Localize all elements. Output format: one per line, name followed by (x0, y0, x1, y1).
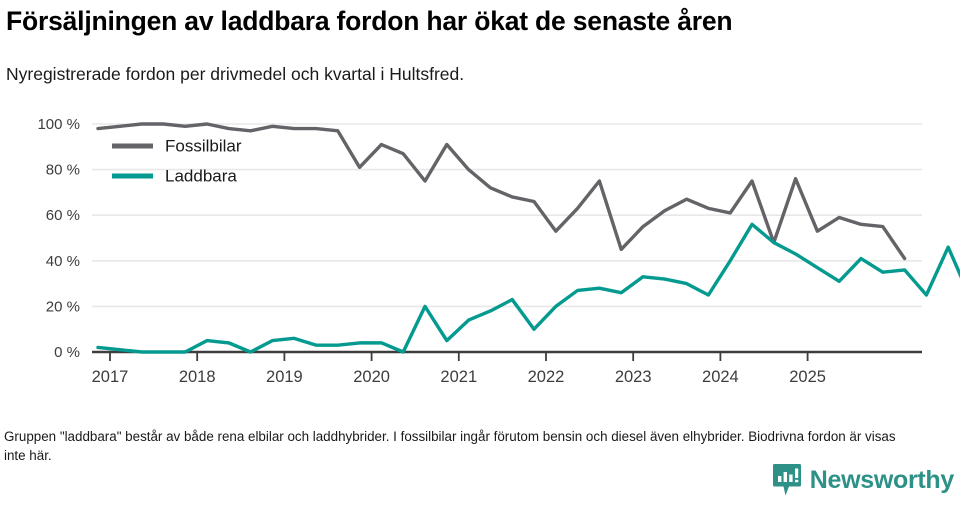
x-axis-tick-label: 2022 (528, 368, 565, 386)
series-line-fossilbilar (96, 122, 907, 261)
x-axis (109, 352, 809, 361)
series-line-laddbara (96, 222, 960, 354)
y-axis-labels: 0 % 20 % 40 % 60 % 80 % 100 % (37, 116, 80, 361)
x-axis-tick-label: 2018 (179, 368, 216, 386)
y-axis-tick-label: 0 % (54, 344, 80, 361)
y-axis-tick-label: 40 % (46, 253, 80, 270)
x-axis-tick-label: 2019 (266, 368, 303, 386)
bar-chart-pin-icon (772, 464, 801, 496)
data-series (96, 122, 960, 354)
y-axis-tick-label: 100 % (37, 116, 80, 133)
chart-legend: Fossilbilar Laddbara (112, 136, 242, 185)
gridlines (92, 123, 922, 354)
chart-footnote: Gruppen "laddbara" består av både rena e… (4, 429, 896, 463)
x-axis-tick-label: 2024 (702, 368, 739, 386)
y-axis-tick-label: 60 % (46, 207, 80, 224)
y-axis-tick-label: 80 % (46, 162, 80, 179)
x-axis-tick-label: 2025 (789, 368, 826, 386)
x-axis-tick-label: 2020 (353, 368, 390, 386)
x-axis-labels: 2017 2018 2019 2020 2021 2022 2023 2024 2025 (92, 368, 826, 386)
legend-label: Fossilbilar (165, 136, 242, 155)
chart-subtitle: Nyregistrerade fordon per drivmedel och … (6, 64, 465, 84)
x-axis-tick-label: 2021 (440, 368, 477, 386)
chart-plot-container: 0 % 20 % 40 % 60 % 80 % 100 % 2017 2018 2019 202… (0, 104, 960, 394)
x-axis-tick-label: 2017 (92, 368, 129, 386)
page-title: Försäljningen av laddbara fordon har öka… (6, 6, 733, 36)
logo-text: Newsworthy (809, 465, 955, 494)
y-axis-tick-label: 20 % (46, 298, 80, 315)
line-chart: 0 % 20 % 40 % 60 % 80 % 100 % 2017 2018 2019 202… (37, 116, 960, 386)
newsworthy-logo: Newsworthy (772, 463, 954, 497)
x-axis-tick-label: 2023 (615, 368, 652, 386)
legend-label: Laddbara (165, 166, 237, 185)
